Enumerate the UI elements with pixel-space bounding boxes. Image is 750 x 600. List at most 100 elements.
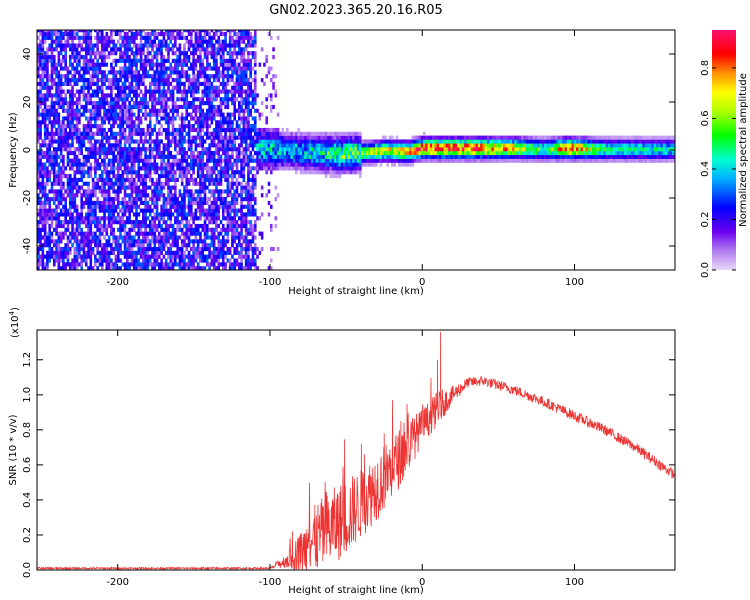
spectrogram-cell xyxy=(160,204,163,209)
spectrogram-cell xyxy=(235,120,239,125)
spectrogram-cell xyxy=(183,74,186,79)
spectrogram-cell xyxy=(199,62,202,67)
spectrogram-cell xyxy=(116,78,120,83)
spectrogram-cell xyxy=(253,258,257,263)
spectrogram-cell xyxy=(155,170,159,175)
spectrogram-cell xyxy=(183,62,186,67)
spectrogram-cell xyxy=(148,108,152,113)
spectrogram-cell xyxy=(142,200,145,206)
spectrogram-cell xyxy=(169,39,173,44)
spectrogram-cell xyxy=(210,204,214,209)
spectrogram-cell xyxy=(71,200,74,206)
spectrogram-cell xyxy=(180,116,184,121)
spectrogram-cell xyxy=(253,185,257,190)
spectrogram-cell xyxy=(217,258,221,263)
spectrogram-cell xyxy=(171,166,175,171)
spectrogram-cell xyxy=(43,124,47,129)
spectrogram-cell xyxy=(100,147,104,152)
spectrogram-cell xyxy=(114,108,118,113)
spectrogram-cell xyxy=(162,262,166,267)
spectrogram-cell xyxy=(121,177,125,182)
spectrogram-cell xyxy=(222,204,225,209)
spectrogram-cell xyxy=(96,51,99,56)
spectrogram-cell xyxy=(144,93,147,98)
spectrogram-cell xyxy=(196,262,200,267)
spectrogram-cell xyxy=(164,235,168,240)
spectrogram-cell xyxy=(199,74,202,79)
spectrogram-cell xyxy=(194,143,198,148)
spectrogram-cell xyxy=(208,131,211,136)
spectrogram-cell xyxy=(231,74,234,79)
spectrogram-cell xyxy=(78,158,81,163)
spectrogram-cell xyxy=(219,139,223,144)
spectrogram-cell xyxy=(253,212,257,217)
spectrogram-cell xyxy=(80,258,83,263)
spectrogram-cell xyxy=(224,174,227,179)
spectrogram-cell xyxy=(203,200,207,206)
spectrogram-cell xyxy=(52,131,56,136)
spectrogram-cell xyxy=(148,254,152,259)
spectrogram-cell xyxy=(135,58,138,63)
spectrogram-cell xyxy=(164,262,168,267)
spectrogram-cell xyxy=(237,81,241,86)
spectrogram-cell xyxy=(247,104,250,110)
spectrogram-cell xyxy=(119,220,122,225)
spectrogram-cell xyxy=(39,51,42,56)
spectrogram-cell xyxy=(180,243,184,248)
spectrogram-cell xyxy=(148,158,152,163)
spectrogram-cell xyxy=(206,31,209,37)
spectrogram-cell xyxy=(192,227,195,232)
spectrogram-cell xyxy=(242,112,246,117)
spectrogram-cell xyxy=(162,158,166,163)
spectrogram-cell xyxy=(48,235,51,240)
spectrogram-cell xyxy=(50,54,54,60)
spectrogram-cell xyxy=(292,154,296,159)
spectrogram-cell xyxy=(279,150,282,156)
spectrogram-cell xyxy=(137,231,141,236)
spectrogram-cell xyxy=(41,162,45,167)
spectrogram-cell xyxy=(119,200,122,206)
spectrogram-cell xyxy=(148,62,152,67)
spectrogram-cell xyxy=(139,200,143,206)
spectrogram-cell xyxy=(37,124,40,129)
spectrogram-cell xyxy=(62,212,65,217)
spectrogram-cell xyxy=(215,204,218,209)
spectrogram-cell xyxy=(98,66,102,71)
spectrogram-cell xyxy=(208,39,211,44)
spectrogram-cell xyxy=(212,97,216,102)
spectrogram-cell xyxy=(162,208,166,213)
spectrogram-cell xyxy=(171,70,175,75)
spectrogram-cell xyxy=(178,85,182,90)
spectrogram-cell xyxy=(144,223,147,229)
spectrogram-cell xyxy=(128,89,131,94)
spectrogram-cell xyxy=(59,58,63,63)
spectrogram-cell xyxy=(43,208,47,213)
spectrogram-cell xyxy=(183,120,186,125)
spectrogram-cell xyxy=(183,127,186,133)
spectrogram-cell xyxy=(249,212,252,217)
spectrogram-cell xyxy=(210,231,214,236)
spectrogram-cell xyxy=(226,208,230,213)
spectrogram-cell xyxy=(84,97,88,102)
spectrogram-cell xyxy=(258,112,262,117)
spectrogram-cell xyxy=(132,70,136,75)
spectrogram-cell xyxy=(187,74,191,79)
spectrogram-cell xyxy=(169,93,173,98)
spectrogram-cell xyxy=(52,120,56,125)
spectrogram-cell xyxy=(132,54,136,60)
spectrogram-cell xyxy=(64,74,67,79)
spectrogram-cell xyxy=(199,193,202,198)
spectrogram-cell xyxy=(251,101,255,106)
spectrogram-cell xyxy=(288,135,291,140)
spectrogram-cell xyxy=(231,30,234,33)
spectrogram-cell xyxy=(100,208,104,213)
spectrogram-cell xyxy=(226,97,230,102)
spectrogram-cell xyxy=(226,239,230,244)
spectrogram-cell xyxy=(174,254,177,259)
spectrogram-cell xyxy=(263,131,266,136)
spectrogram-cell xyxy=(247,266,250,270)
spectrogram-cell xyxy=(265,131,268,136)
spectrogram-cell xyxy=(121,185,125,190)
spectrogram-cell xyxy=(128,235,131,240)
spectrogram-cell xyxy=(114,112,118,117)
